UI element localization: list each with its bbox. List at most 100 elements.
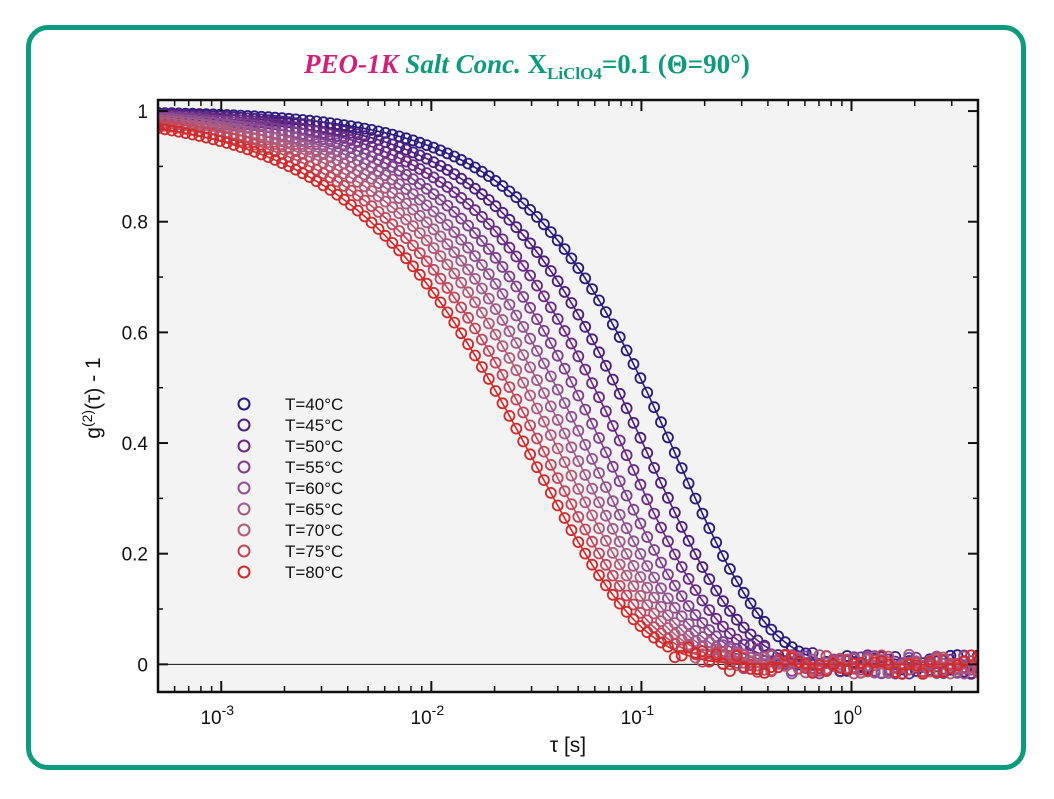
data-point: [627, 416, 640, 429]
data-point: [724, 605, 736, 617]
data-point: [524, 448, 536, 461]
data-point: [958, 655, 971, 667]
data-point: [627, 559, 640, 572]
data-point: [469, 272, 481, 285]
data-point: [400, 197, 413, 210]
data-point: [448, 150, 461, 163]
data-point: [372, 125, 385, 138]
data-point: [779, 649, 791, 661]
data-point: [393, 152, 406, 165]
y-tick-label: 0.4: [122, 434, 149, 455]
data-point: [531, 374, 543, 387]
data-point: [730, 650, 743, 662]
data-point: [413, 268, 426, 281]
data-point: [365, 216, 378, 229]
data-point: [820, 657, 833, 670]
title-part-2: Salt Conc.: [399, 49, 528, 79]
data-point: [393, 225, 406, 237]
data-point: [544, 301, 557, 314]
data-point: [262, 151, 275, 164]
data-point: [689, 584, 702, 596]
data-point: [186, 128, 199, 141]
data-point: [572, 511, 585, 523]
data-point: [193, 130, 206, 142]
x-axis-label: τ [s]: [550, 734, 586, 757]
data-point: [455, 276, 468, 289]
data-point: [441, 238, 454, 251]
data-point: [544, 226, 557, 239]
data-point: [517, 349, 530, 361]
data-point: [524, 237, 536, 250]
data-point: [448, 316, 461, 329]
data-point: [620, 402, 633, 415]
data-point: [531, 402, 543, 415]
data-point: [524, 301, 536, 314]
data-point: [641, 446, 654, 459]
data-point: [482, 243, 495, 256]
data-point: [276, 157, 288, 170]
data-point: [675, 649, 688, 662]
data-point: [689, 609, 702, 621]
data-point: [593, 547, 605, 560]
data-point: [600, 534, 612, 547]
data-point: [510, 280, 523, 293]
data-point: [572, 350, 585, 363]
data-point: [469, 296, 481, 309]
data-point: [510, 364, 523, 377]
data-point: [400, 232, 413, 245]
data-point: [751, 607, 764, 619]
data-point: [489, 356, 502, 369]
data-point: [503, 381, 516, 394]
data-point: [469, 227, 481, 239]
data-point: [772, 661, 785, 674]
data-point: [613, 434, 626, 447]
data-point: [379, 211, 392, 224]
data-point: [531, 461, 543, 474]
data-point: [234, 141, 247, 154]
data-point: [344, 199, 357, 211]
data-point: [675, 590, 688, 603]
plot-border: [156, 98, 980, 694]
data-point: [792, 656, 805, 668]
data-point: [682, 600, 695, 612]
data-point: [427, 205, 440, 218]
data-point: [544, 458, 557, 471]
title-part-3: X: [528, 49, 548, 79]
data-point: [972, 666, 978, 679]
data-point: [386, 236, 399, 249]
data-point: [586, 417, 598, 430]
x-tick-label: 10-1: [621, 702, 655, 729]
data-point: [482, 268, 495, 281]
data-point: [930, 666, 943, 678]
data-point: [393, 140, 406, 153]
data-point: [703, 624, 716, 636]
data-point: [248, 145, 261, 158]
data-point: [600, 359, 612, 372]
data-point: [668, 579, 681, 592]
data-point: [524, 361, 536, 374]
data-point: [510, 393, 523, 406]
data-point: [510, 250, 523, 263]
data-point: [689, 492, 702, 505]
data-point: [668, 506, 681, 519]
data-point: [965, 649, 977, 662]
data-point: [558, 243, 571, 256]
y-tick-label: 0.6: [122, 323, 148, 344]
data-point: [420, 199, 433, 212]
data-point: [524, 203, 536, 216]
title-part-1: PEO-1K: [303, 49, 400, 79]
data-point: [496, 260, 509, 273]
data-point: [489, 225, 502, 238]
data-point: [606, 522, 619, 535]
data-point: [524, 332, 536, 345]
data-point: [675, 521, 688, 533]
data-point: [482, 317, 495, 330]
data-point: [703, 573, 716, 586]
data-point: [710, 612, 723, 625]
data-point: [220, 137, 233, 149]
data-point: [358, 210, 371, 223]
legend-marker: [237, 460, 251, 474]
data-point: [613, 387, 626, 400]
data-point: [379, 157, 392, 170]
